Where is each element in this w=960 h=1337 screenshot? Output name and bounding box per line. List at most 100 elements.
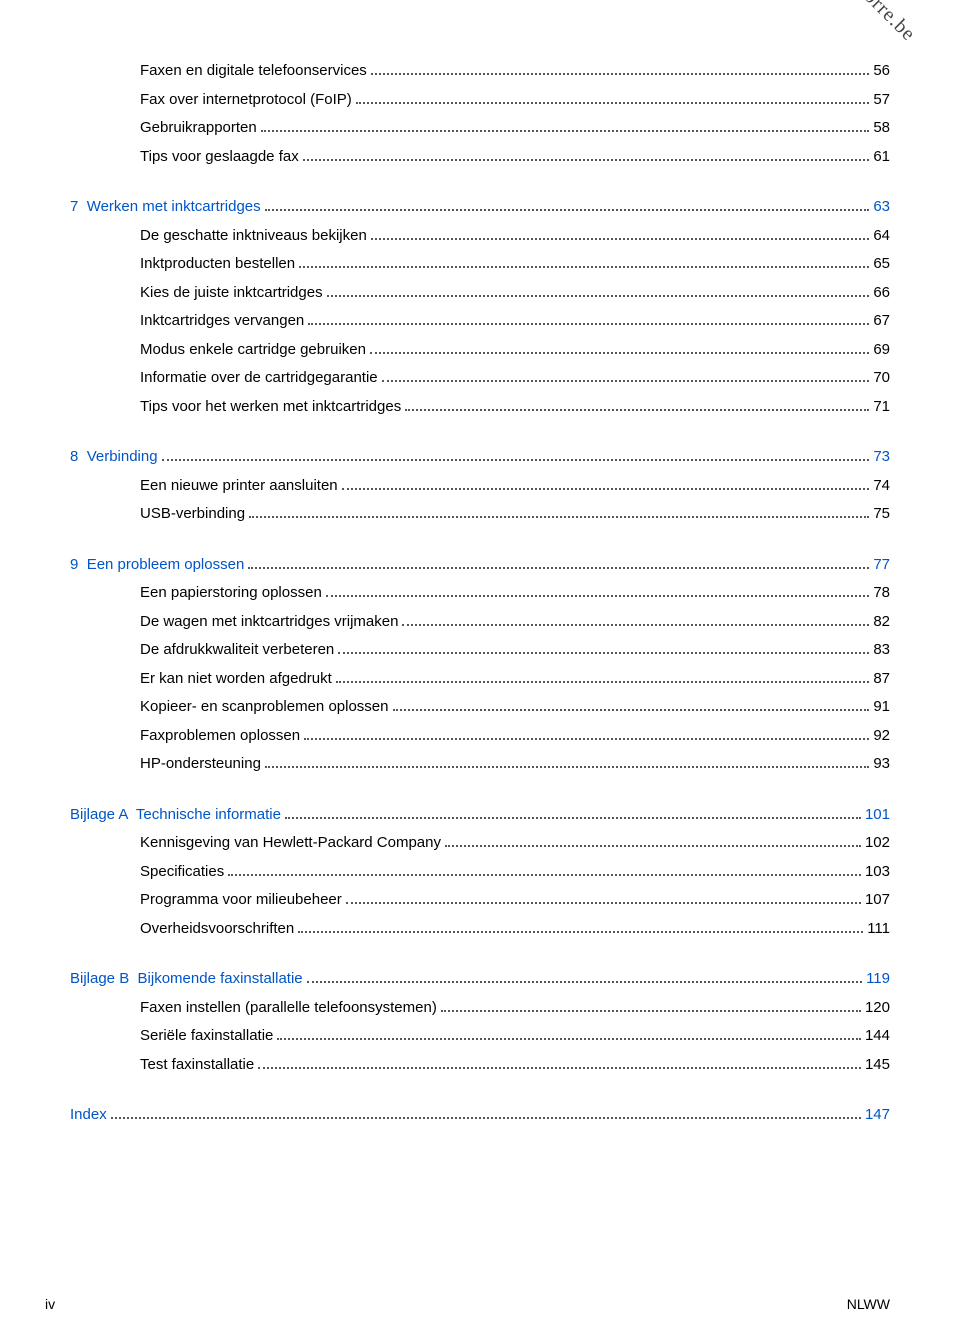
toc-entry-page: 65 [873,253,890,276]
toc-leader [342,478,870,490]
toc-entry[interactable]: Informatie over de cartridgegarantie70 [70,367,890,390]
toc-heading-label: Bijkomende faxinstallatie [138,968,303,991]
toc-entry[interactable]: Faxproblemen oplossen 92 [70,725,890,748]
toc-leader [382,370,870,382]
toc-entry[interactable]: Faxen en digitale telefoonservices56 [70,60,890,83]
toc-entry-page: 83 [873,639,890,662]
watermark-text: Downloaded from www.vandenborre.be [652,0,920,46]
toc-heading[interactable]: 9 Een probleem oplossen77 [70,554,890,577]
toc-entry-label: De wagen met inktcartridges vrijmaken [140,611,398,634]
toc-leader [336,671,870,683]
toc-leader [393,699,870,711]
toc-entry[interactable]: Inktcartridges vervangen 67 [70,310,890,333]
toc-entry-page: 87 [873,668,890,691]
toc-entry[interactable]: Kennisgeving van Hewlett-Packard Company… [70,832,890,855]
toc-leader [304,728,869,740]
toc-heading[interactable]: Index147 [70,1104,890,1127]
toc-entry-label: USB-verbinding [140,503,245,526]
toc-heading[interactable]: 8 Verbinding73 [70,446,890,469]
toc-entry-label: Overheidsvoorschriften [140,918,294,941]
toc-entry-page: 67 [873,310,890,333]
toc-heading-label: Werken met inktcartridges [87,196,261,219]
toc-entry-page: 64 [873,225,890,248]
toc-leader [298,921,863,933]
toc-entry[interactable]: HP-ondersteuning93 [70,753,890,776]
toc-entry-label: Kopieer- en scanproblemen oplossen [140,696,389,719]
toc-entry-label: HP-ondersteuning [140,753,261,776]
toc-entry-label: Faxen instellen (parallelle telefoonsyst… [140,997,437,1020]
toc-heading-page: 101 [865,804,890,827]
toc-entry-label: Kennisgeving van Hewlett-Packard Company [140,832,441,855]
toc-leader [405,399,869,411]
toc-leader [303,149,870,161]
toc-leader [402,614,869,626]
toc-entry-label: Fax over internetprotocol (FoIP) [140,89,352,112]
toc-leader [308,313,869,325]
toc-leader [299,256,869,268]
toc-leader [307,971,862,983]
toc-entry-page: 92 [873,725,890,748]
toc-entry-label: Specificaties [140,861,224,884]
toc-heading-label: Een probleem oplossen [87,554,245,577]
toc-heading-page: 119 [866,968,890,991]
toc-entry[interactable]: Gebruikrapporten58 [70,117,890,140]
toc-entry-label: Een papierstoring oplossen [140,582,322,605]
toc-heading[interactable]: 7 Werken met inktcartridges63 [70,196,890,219]
toc-entry[interactable]: Een nieuwe printer aansluiten74 [70,475,890,498]
toc-entry-page: 111 [867,918,890,941]
toc-heading-prefix: 9 [70,554,87,577]
footer-page-number: iv [45,1296,55,1312]
toc-entry[interactable]: Er kan niet worden afgedrukt87 [70,668,890,691]
toc-entry[interactable]: Modus enkele cartridge gebruiken69 [70,339,890,362]
toc-leader [338,642,869,654]
toc-entry[interactable]: Tips voor geslaagde fax61 [70,146,890,169]
toc-entry-label: Inktcartridges vervangen [140,310,304,333]
toc-entry-label: De afdrukkwaliteit verbeteren [140,639,334,662]
toc-entry[interactable]: Specificaties103 [70,861,890,884]
toc-entry[interactable]: Kopieer- en scanproblemen oplossen 91 [70,696,890,719]
page-footer: iv NLWW [45,1296,890,1312]
toc-entry[interactable]: De geschatte inktniveaus bekijken64 [70,225,890,248]
toc-entry-label: Een nieuwe printer aansluiten [140,475,338,498]
toc-heading-label: Index [70,1104,107,1127]
toc-entry[interactable]: Kies de juiste inktcartridges 66 [70,282,890,305]
toc-leader [265,756,869,768]
toc-entry[interactable]: Programma voor milieubeheer107 [70,889,890,912]
toc-entry[interactable]: Overheidsvoorschriften 111 [70,918,890,941]
toc-entry[interactable]: Fax over internetprotocol (FoIP) 57 [70,89,890,112]
toc-entry[interactable]: Faxen instellen (parallelle telefoonsyst… [70,997,890,1020]
toc-heading-prefix: 7 [70,196,87,219]
toc-entry-page: 120 [865,997,890,1020]
toc-heading[interactable]: Bijlage A Technische informatie101 [70,804,890,827]
toc-heading-prefix: Bijlage A [70,804,136,827]
toc-entry-label: Faxproblemen oplossen [140,725,300,748]
toc-entry[interactable]: Seriële faxinstallatie144 [70,1025,890,1048]
toc-entry-label: Kies de juiste inktcartridges [140,282,323,305]
toc-entry[interactable]: Een papierstoring oplossen78 [70,582,890,605]
toc-leader [285,807,861,819]
toc-entry[interactable]: Tips voor het werken met inktcartridges7… [70,396,890,419]
toc-heading-label: Verbinding [87,446,158,469]
toc-leader [248,557,869,569]
toc-entry[interactable]: De wagen met inktcartridges vrijmaken 82 [70,611,890,634]
toc-entry-page: 82 [873,611,890,634]
toc-entry[interactable]: De afdrukkwaliteit verbeteren 83 [70,639,890,662]
toc-entry-page: 66 [873,282,890,305]
toc-entry[interactable]: Test faxinstallatie 145 [70,1054,890,1077]
toc-entry-page: 107 [865,889,890,912]
footer-right: NLWW [847,1296,890,1312]
toc-entry-page: 58 [873,117,890,140]
toc-entry[interactable]: Inktproducten bestellen65 [70,253,890,276]
toc-leader [326,585,870,597]
toc-leader [162,449,870,461]
toc-entry-page: 145 [865,1054,890,1077]
toc-entry-label: Tips voor geslaagde fax [140,146,299,169]
toc-entry[interactable]: USB-verbinding75 [70,503,890,526]
toc-leader [249,506,869,518]
toc-entry-page: 57 [873,89,890,112]
toc-entry-page: 91 [873,696,890,719]
toc-entry-label: Informatie over de cartridgegarantie [140,367,378,390]
toc-heading[interactable]: Bijlage B Bijkomende faxinstallatie119 [70,968,890,991]
toc-entry-label: Test faxinstallatie [140,1054,254,1077]
toc-leader [371,228,870,240]
